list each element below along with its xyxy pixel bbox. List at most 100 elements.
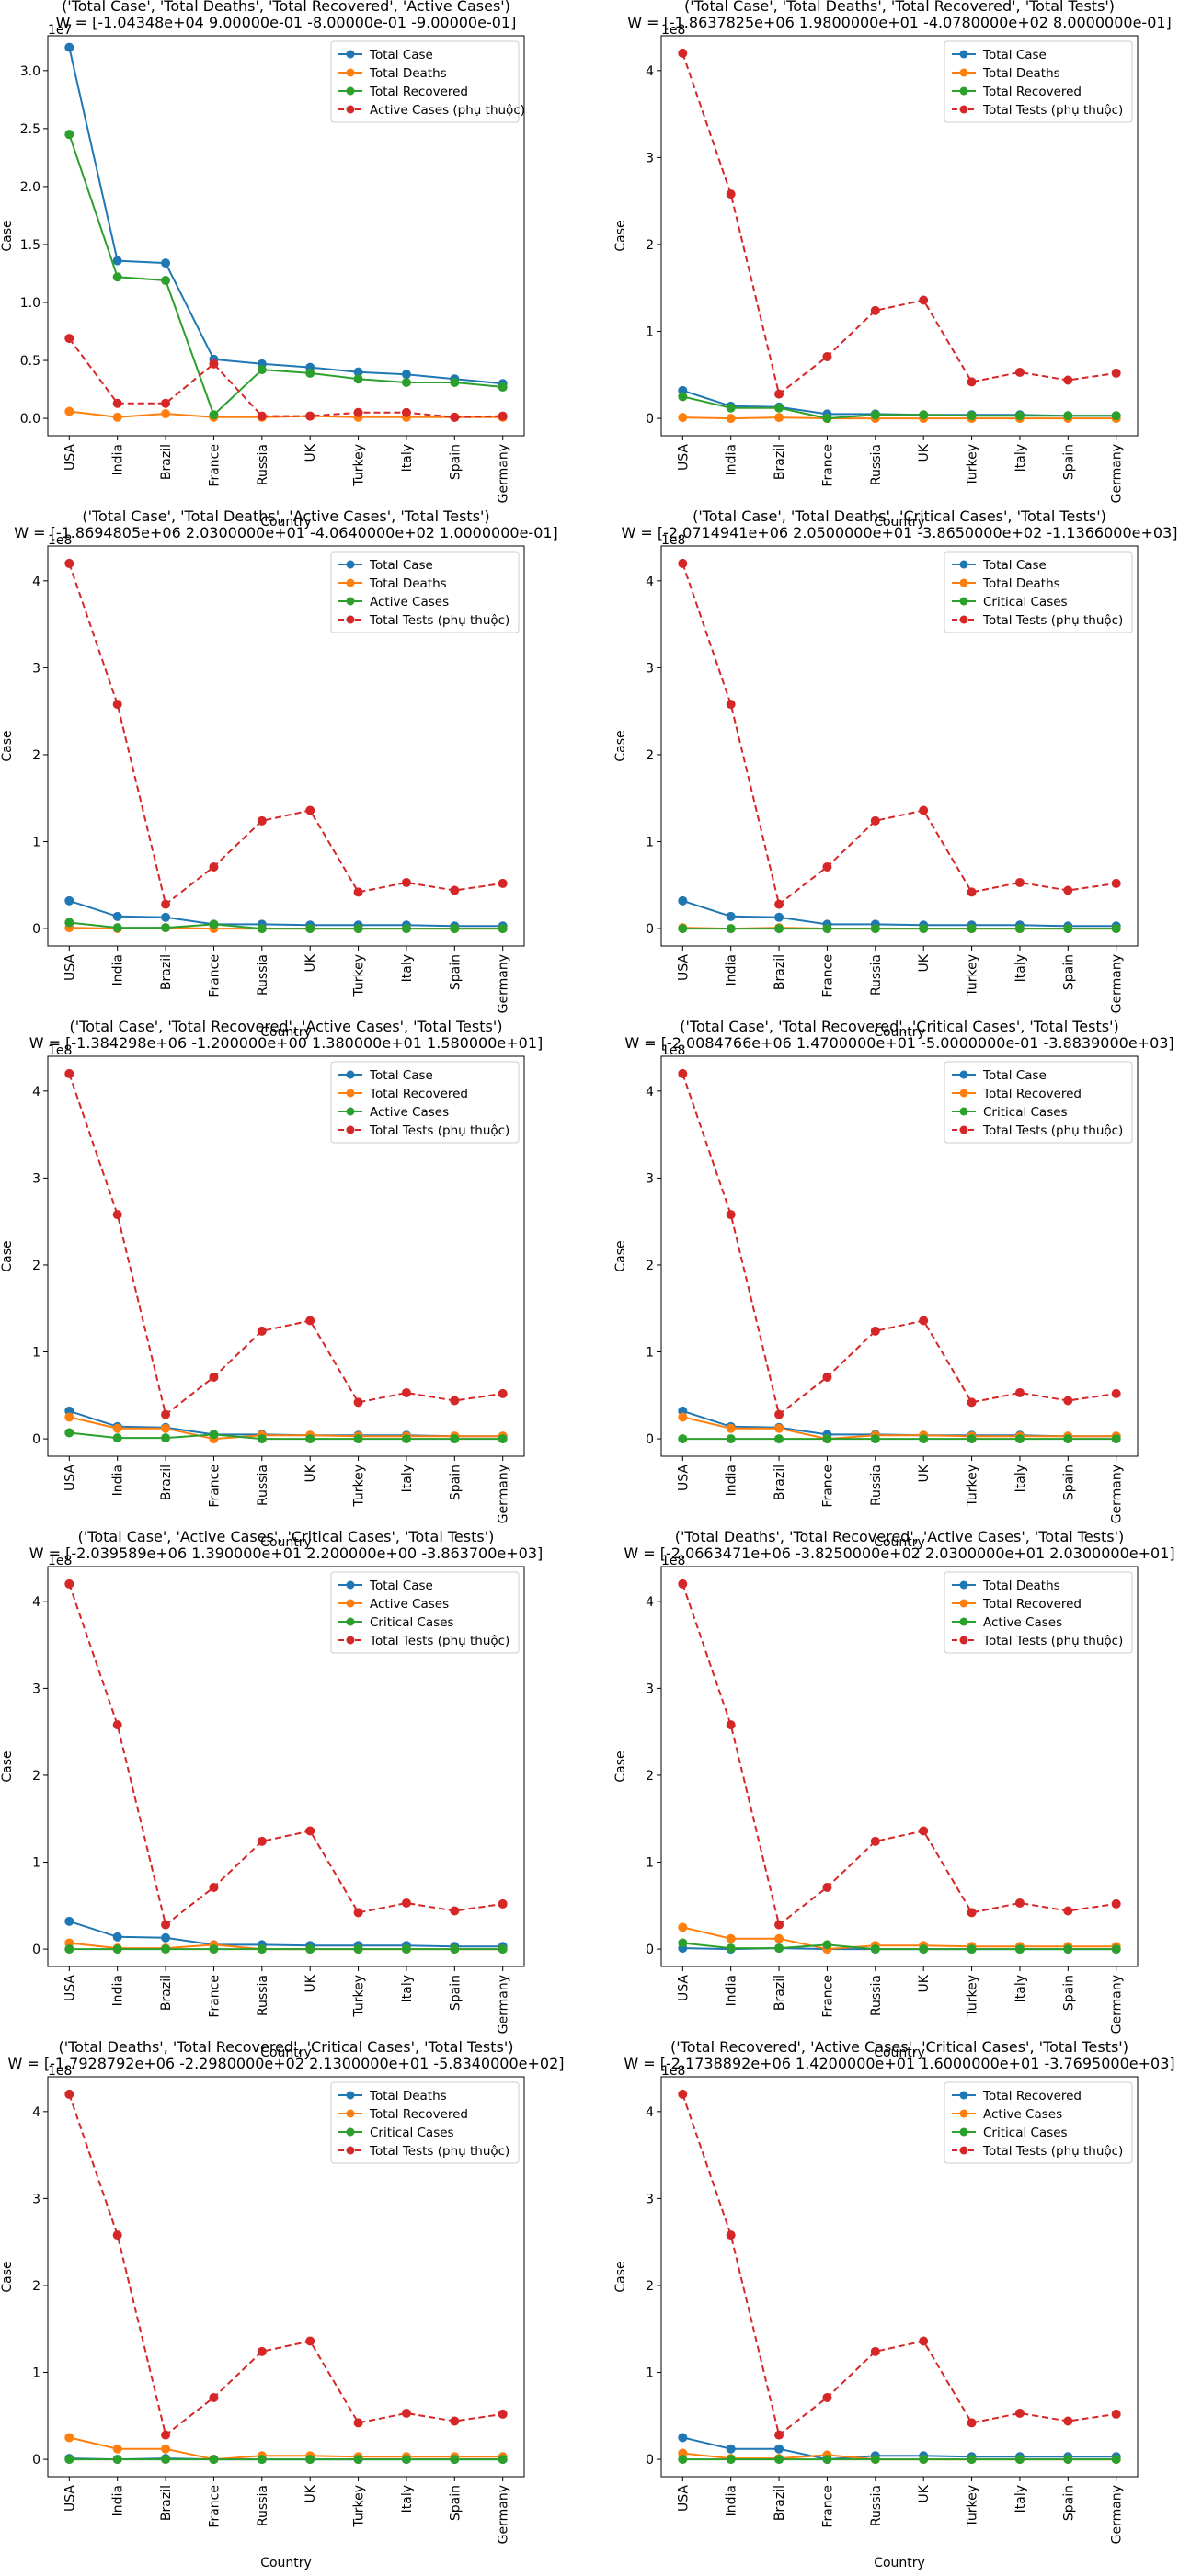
data-point	[112, 256, 122, 266]
legend-marker	[959, 1107, 968, 1116]
data-point	[678, 2455, 688, 2465]
x-tick-label: India	[111, 1465, 126, 1496]
data-point	[774, 1933, 784, 1943]
data-point	[678, 924, 688, 934]
chart-weights: W = [-1.8694805e+06 2.0300000e+01 -4.064…	[14, 524, 558, 541]
data-point	[209, 1372, 219, 1382]
data-point	[774, 2430, 784, 2440]
axes-frame	[660, 1055, 1139, 1457]
y-tick-label: 0	[646, 1432, 654, 1447]
series-line	[69, 2436, 503, 2461]
series-line	[68, 563, 503, 906]
legend-label: Total Tests (phụ thuộc)	[369, 613, 509, 628]
y-tick-label: 3.0	[20, 64, 40, 79]
x-tick-label: Germany	[1110, 1975, 1125, 2034]
x-tick-label: India	[111, 2485, 126, 2516]
y-tick-label: 2	[32, 748, 40, 763]
data-point	[161, 409, 171, 419]
series-line	[68, 1409, 503, 1438]
legend: Total Recovered Active Cases Critical Case…	[944, 2081, 1133, 2164]
x-tick-label: Brazil	[159, 2485, 174, 2521]
data-point	[1014, 411, 1025, 421]
x-tick-label: France	[820, 2485, 835, 2528]
series-4	[64, 1579, 508, 1930]
y-tick-label: 3	[646, 151, 654, 165]
data-point	[822, 924, 832, 934]
x-tick-label: Russia	[869, 954, 884, 996]
data-point	[726, 2455, 736, 2465]
data-point	[64, 2433, 74, 2443]
x-tick-label: Turkey	[352, 1465, 367, 1508]
legend: Total Case Total Deaths Total Recovered Act…	[330, 40, 525, 123]
legend-label: Total Case	[982, 558, 1047, 573]
data-point	[161, 398, 171, 408]
y-tick-label: 2	[32, 2279, 40, 2294]
x-tick-label: Spain	[448, 444, 463, 480]
x-tick-label: USA	[63, 1975, 77, 2001]
data-point	[726, 2230, 736, 2240]
series-3	[64, 2455, 508, 2465]
data-point	[726, 1720, 736, 1730]
data-point	[209, 1944, 219, 1955]
series-4	[678, 2089, 1121, 2440]
data-point	[726, 403, 736, 413]
x-tick-label: Germany	[1110, 2485, 1125, 2544]
y-tick-label: 1	[32, 836, 40, 850]
data-point	[257, 1836, 267, 1846]
data-point	[112, 700, 122, 710]
x-tick-label: Italy	[400, 1465, 415, 1492]
data-point	[498, 382, 508, 393]
data-point	[774, 2455, 784, 2465]
legend-marker	[959, 2127, 968, 2137]
legend-marker	[959, 86, 968, 96]
y-tick-label: 0	[646, 412, 654, 427]
legend-label: Critical Cases	[370, 2126, 454, 2140]
data-point	[161, 899, 171, 909]
data-point	[726, 911, 736, 921]
series-line	[682, 395, 1116, 420]
data-point	[401, 2408, 411, 2418]
legend-marker	[959, 615, 968, 624]
data-point	[1111, 368, 1121, 378]
legend-marker	[959, 1617, 968, 1626]
data-point	[678, 895, 688, 906]
series-1	[64, 1916, 508, 1952]
data-point	[1014, 924, 1025, 934]
x-tick-label: USA	[63, 1465, 77, 1491]
x-tick-label: Italy	[1013, 444, 1028, 472]
data-point	[726, 1943, 736, 1954]
x-tick-label: Turkey	[352, 444, 367, 487]
data-point	[209, 2392, 219, 2402]
x-tick-label: UK	[303, 443, 318, 462]
data-point	[112, 1210, 122, 1220]
x-tick-label: Turkey	[352, 954, 367, 997]
data-point	[305, 1434, 315, 1444]
y-axis-label: Case	[0, 220, 15, 251]
x-tick-label: India	[725, 954, 739, 986]
data-point	[726, 1210, 736, 1220]
y-tick-label: 3	[32, 2192, 40, 2206]
chart-weights: W = [-2.0714941e+06 2.0500000e+01 -3.865…	[622, 524, 1178, 541]
x-tick-label: India	[111, 444, 126, 475]
x-tick-label: UK	[303, 1974, 318, 1992]
legend-label: Active Cases (phụ thuộc)	[370, 103, 525, 118]
x-tick-label: Russia	[256, 954, 270, 996]
y-axis-label: Case	[613, 730, 628, 761]
x-axis-label: Country	[260, 2046, 312, 2060]
legend-marker	[346, 2146, 355, 2155]
x-tick-label: Italy	[1013, 954, 1028, 982]
data-point	[305, 368, 315, 378]
x-tick-label: Italy	[1013, 1975, 1028, 2002]
x-tick-label: France	[207, 2485, 222, 2528]
data-point	[401, 407, 411, 417]
y-tick-label: 4	[32, 2105, 40, 2120]
data-point	[919, 1434, 929, 1444]
legend-label: Total Tests (phụ thuộc)	[369, 1634, 509, 1648]
data-point	[1014, 1387, 1025, 1397]
data-point	[498, 1434, 508, 1444]
legend-label: Total Tests (phụ thuộc)	[982, 613, 1123, 628]
x-tick-label: Italy	[400, 954, 415, 982]
legend-label: Total Recovered	[369, 85, 468, 99]
data-point	[678, 413, 688, 423]
legend-label: Total Recovered	[982, 1597, 1082, 1612]
